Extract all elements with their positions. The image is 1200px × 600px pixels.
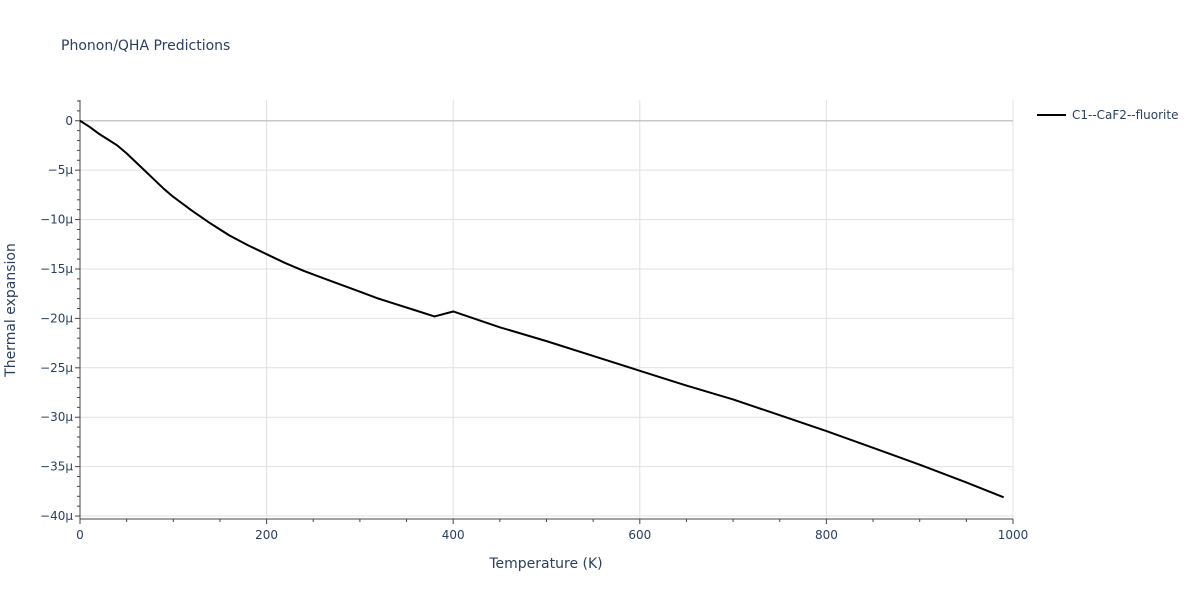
legend[interactable]: C1--CaF2--fluorite: [1037, 108, 1178, 122]
series-line: [79, 119, 1005, 499]
chart-title: Phonon/QHA Predictions: [61, 38, 230, 54]
y-axis-title: Thermal expansion: [3, 243, 19, 378]
series-layer: [79, 119, 1005, 499]
legend-label: C1--CaF2--fluorite: [1072, 108, 1178, 122]
grid: [80, 100, 1014, 519]
x-tick-label: 200: [255, 528, 278, 542]
y-tick-label: −25μ: [40, 361, 73, 375]
y-tick-label: −15μ: [40, 262, 73, 276]
y-tick-label: 0: [65, 114, 73, 128]
x-tick-label: 600: [628, 528, 651, 542]
x-tick-label: 800: [815, 528, 838, 542]
x-axis-title: Temperature (K): [488, 556, 602, 572]
y-tick-label: −10μ: [40, 213, 73, 227]
y-tick-label: −35μ: [40, 460, 73, 474]
y-tick-label: −30μ: [40, 410, 73, 424]
x-tick-label: 1000: [998, 528, 1029, 542]
y-tick-label: −5μ: [48, 163, 74, 177]
x-tick-label: 400: [442, 528, 465, 542]
x-tick-label: 0: [76, 528, 84, 542]
y-tick-label: −40μ: [40, 509, 73, 523]
axes: 0 200 400 600 800 1000 0 −5μ −10μ −15μ −20μ −25μ −30…: [40, 100, 1028, 542]
y-tick-label: −20μ: [40, 311, 73, 325]
